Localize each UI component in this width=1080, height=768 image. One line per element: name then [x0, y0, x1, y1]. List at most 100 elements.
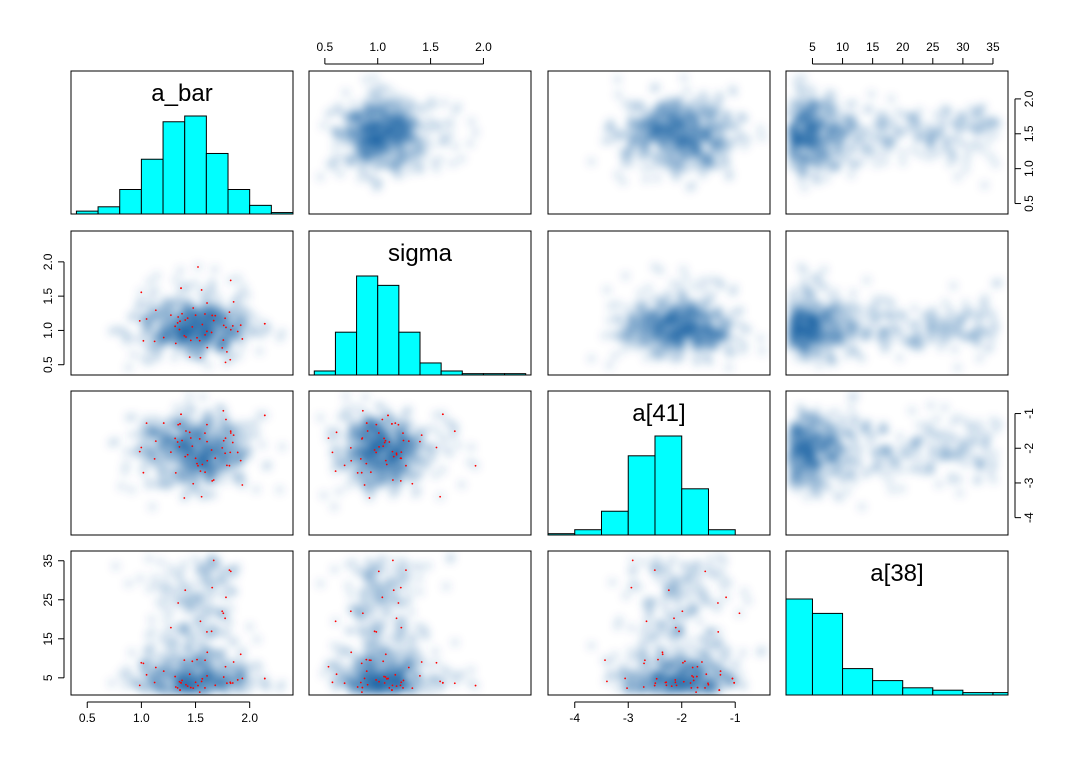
density-point: [886, 137, 893, 145]
density-point: [911, 344, 919, 352]
density-point: [392, 103, 399, 111]
density-point: [157, 311, 165, 319]
density-point: [803, 493, 811, 500]
density-point: [436, 156, 444, 163]
divergent-point: [391, 423, 393, 425]
density-point: [864, 420, 872, 428]
density-point: [858, 158, 866, 165]
density-point: [620, 161, 628, 168]
density-point: [848, 171, 855, 179]
divergent-point: [185, 336, 187, 338]
density-point: [187, 343, 195, 350]
density-point: [812, 469, 819, 476]
density-point: [614, 76, 621, 83]
density-point: [899, 312, 907, 319]
density-point: [812, 145, 819, 153]
panel-frame: [70, 230, 294, 376]
density-point: [656, 316, 664, 323]
density-point: [152, 425, 159, 432]
density-point: [875, 334, 882, 341]
density-point: [641, 143, 648, 150]
density-point: [786, 147, 793, 154]
density-point: [788, 152, 796, 160]
density-point: [384, 407, 391, 414]
density-point: [223, 461, 230, 468]
density-point: [834, 132, 842, 140]
density-point: [211, 266, 218, 273]
density-point: [689, 344, 696, 351]
title-a41: a[41]: [632, 400, 685, 427]
divergent-point: [360, 471, 363, 474]
divergent-point: [435, 446, 438, 449]
density-point: [378, 434, 385, 441]
density-point: [975, 308, 982, 316]
density-point: [362, 393, 369, 401]
density-point: [332, 451, 339, 458]
density-point: [794, 452, 802, 459]
divergent-point: [375, 423, 378, 426]
divergent-point: [420, 434, 423, 437]
density-point: [439, 466, 446, 473]
density-point: [800, 277, 808, 284]
density-point: [637, 306, 644, 313]
density-point: [697, 160, 704, 167]
density-point: [823, 98, 830, 105]
density-point: [744, 135, 752, 143]
density-point: [934, 430, 942, 438]
divergent-point: [395, 452, 398, 455]
density-point: [221, 319, 228, 326]
density-point: [375, 103, 382, 111]
density-point: [259, 441, 266, 449]
density-point: [791, 313, 798, 320]
divergent-point: [400, 457, 403, 460]
density-point: [614, 135, 621, 142]
density-point: [924, 313, 931, 321]
density-point: [862, 428, 869, 436]
divergent-point: [191, 445, 194, 448]
density-point: [234, 275, 242, 282]
density-point: [394, 117, 401, 124]
density-point: [357, 443, 365, 451]
density-point: [179, 333, 187, 340]
divergent-point: [192, 482, 195, 485]
density-point: [691, 116, 699, 124]
density-point: [741, 325, 748, 333]
density-point: [202, 443, 209, 451]
divergent-point: [184, 455, 187, 458]
density-point: [125, 580, 132, 587]
density-point: [927, 402, 935, 409]
density-point: [173, 404, 181, 411]
histogram-bar: [440, 370, 463, 375]
density-point: [794, 460, 802, 467]
divergent-point: [394, 422, 397, 425]
density-point: [341, 464, 349, 472]
density-point: [814, 429, 822, 436]
density-point: [855, 446, 863, 453]
density-cloud: [786, 393, 1002, 511]
density-point: [264, 684, 272, 691]
density-point: [144, 444, 152, 452]
density-point: [837, 340, 844, 347]
divergent-point: [204, 471, 206, 474]
density-point: [204, 409, 212, 416]
density-point: [622, 150, 630, 157]
density-point: [848, 469, 856, 476]
density-point: [699, 94, 706, 101]
density-point: [891, 325, 899, 333]
density-point: [872, 295, 879, 303]
density-point: [940, 113, 947, 121]
density-point: [852, 320, 860, 327]
density-point: [729, 335, 736, 342]
density-point: [467, 458, 474, 466]
histogram-bar: [504, 373, 527, 375]
density-point: [152, 286, 159, 294]
histogram-sigma: [313, 275, 527, 375]
histogram-bar: [707, 529, 736, 535]
density-point: [409, 446, 417, 453]
density-point: [662, 330, 669, 337]
density-point: [715, 149, 723, 156]
density-point: [888, 486, 896, 494]
density-point: [678, 292, 686, 300]
density-point: [351, 423, 359, 431]
density-point: [679, 165, 687, 172]
